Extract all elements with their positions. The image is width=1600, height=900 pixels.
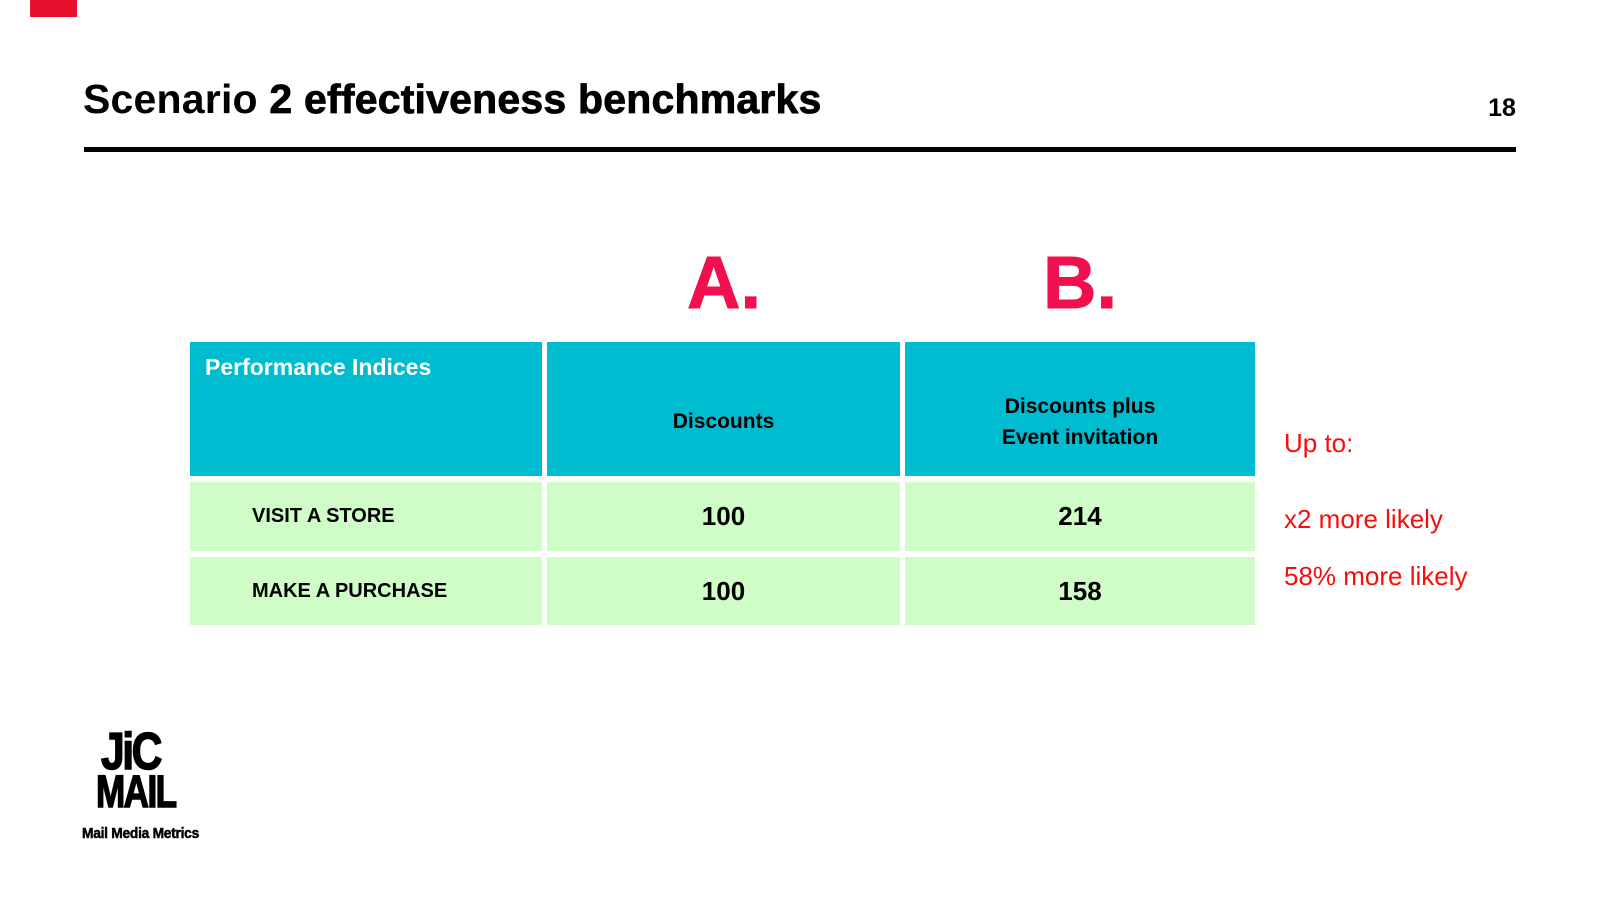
row-make-a-purchase-label: MAKE A PURCHASE xyxy=(190,557,542,625)
jicmail-logo-mail: MAIL xyxy=(95,766,177,818)
header-discounts-plus-event: Discounts plus Event invitation xyxy=(905,342,1255,476)
jicmail-logo-jic: JiC xyxy=(100,723,163,781)
jicmail-logo-tagline: Mail Media Metrics xyxy=(82,825,200,843)
benchmark-table: Performance Indices Discounts Discounts … xyxy=(190,342,1255,625)
annotation-x2-more-likely: x2 more likely xyxy=(1284,504,1443,534)
header-discounts-plus-line1: Discounts plus xyxy=(1004,394,1156,418)
annotation-up-to: Up to: xyxy=(1284,428,1354,458)
header-performance-indices: Performance Indices xyxy=(190,342,542,476)
row-make-a-purchase-value-a: 100 xyxy=(547,557,900,625)
page-number: 18 xyxy=(1488,94,1516,122)
jicmail-logo: JiC MAIL Mail Media Metrics xyxy=(80,723,209,843)
title-divider xyxy=(84,147,1516,152)
row-visit-a-store-label: VISIT A STORE xyxy=(190,482,542,551)
page-title: Scenario 2 effectiveness benchmarks xyxy=(83,76,822,123)
column-label-b: B. xyxy=(1043,241,1118,324)
red-accent-bar xyxy=(30,0,77,17)
annotation-58-more-likely: 58% more likely xyxy=(1284,561,1468,591)
header-discounts-plus-line2: Event invitation xyxy=(1001,426,1159,449)
header-discounts: Discounts xyxy=(547,342,900,476)
page-title-emphasis: 2 effectiveness benchmarks xyxy=(269,76,822,123)
page-title-prefix: Scenario xyxy=(83,76,270,122)
row-make-a-purchase-value-b: 158 xyxy=(905,557,1255,625)
row-visit-a-store-value-b: 214 xyxy=(905,482,1255,551)
column-label-a: A. xyxy=(687,241,762,324)
row-visit-a-store-value-a: 100 xyxy=(547,482,900,551)
